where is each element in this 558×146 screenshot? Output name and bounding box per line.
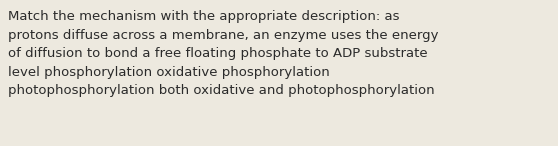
Text: Match the mechanism with the appropriate description: as
protons diffuse across : Match the mechanism with the appropriate… — [8, 10, 439, 97]
